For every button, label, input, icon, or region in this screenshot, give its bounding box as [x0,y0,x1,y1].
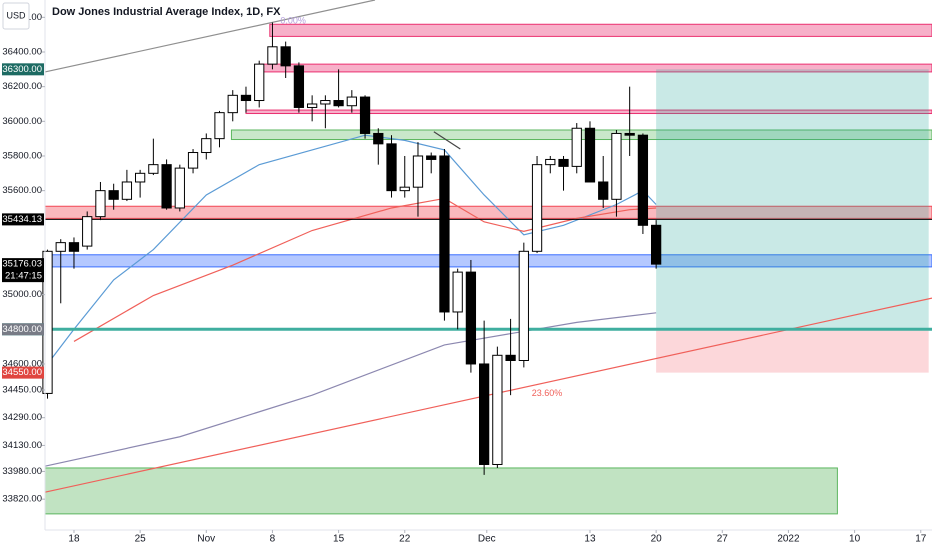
price-tag-label: 36300.00 [2,64,42,75]
candle-body [479,363,490,465]
y-tick-label: 36400.00 [2,47,42,58]
price-tag-countdown: 21:47:15 [5,271,42,282]
candle-body [307,103,318,108]
x-tick-label: 20 [651,534,663,545]
x-tick-label: 22 [399,534,411,545]
y-tick-label: 34130.00 [2,440,42,451]
candle-body [386,143,397,192]
candle-body [611,132,622,200]
price-tag-label: 34800.00 [2,324,42,335]
candle-body [558,158,569,167]
candle-body [531,164,543,252]
candle-body [55,242,66,252]
zone [44,467,838,515]
x-tick-label: 15 [333,534,345,545]
candle-body [82,216,93,247]
price-tag-label: 35434.13 [2,214,42,225]
candle-body [42,250,53,394]
candle-body [571,127,582,167]
indicator-line [44,0,376,73]
fib-label: 23.60% [532,388,563,398]
candle-body [452,271,463,313]
y-tick-label: 34290.00 [2,412,42,423]
chart-title: Dow Jones Industrial Average Index, 1D, … [52,6,281,18]
price-tag-label: 35176.03 [2,259,42,270]
candle-body [359,96,371,134]
candle-body [518,250,529,361]
candle-body [346,96,357,107]
candle-body [637,134,649,226]
candle-body [373,132,384,145]
candle-body [465,271,477,365]
candle-body [439,155,450,313]
candle-body [293,65,305,108]
y-tick-label: 35600.00 [2,185,42,196]
y-tick-label: 36000.00 [2,116,42,127]
x-tick-label: 10 [849,534,861,545]
candle-body [201,138,212,154]
candle-body [240,94,252,102]
candle-body [412,155,424,188]
x-tick-label: 13 [584,534,596,545]
x-tick-label: Dec [478,534,496,545]
candle-body [187,152,199,169]
candle-body [505,354,516,361]
currency-label: USD [6,10,26,20]
candle-body [333,100,344,107]
y-tick-label: 34600.00 [2,358,42,369]
indicator-line [47,134,657,365]
price-tag [2,63,44,76]
candle-body [545,158,556,166]
candle-body [624,132,635,136]
candle-body [584,127,596,183]
candle-body [267,46,278,65]
candle-body [68,242,80,252]
position-loss [656,329,929,373]
price-tag [2,213,44,226]
zone [269,23,932,37]
candle-body [280,46,291,67]
candle-body [121,181,133,200]
candle-body [598,181,609,200]
candle-body [108,190,119,200]
candle-body [254,63,265,102]
price-tag-label: 34550.00 [2,367,42,378]
price-tag [2,366,44,379]
price-tag [2,323,44,336]
candle-body [95,190,106,218]
x-tick-label: 8 [270,534,276,545]
position-profit [656,69,929,330]
currency-box [2,2,30,30]
candle-body [161,164,172,209]
candle-body [651,224,662,265]
candle-body [227,94,238,114]
candle-body [426,155,437,160]
candle-body [148,164,159,174]
candle-body [174,167,185,209]
x-tick-label: 25 [135,534,147,545]
fib-label: 0.00% [280,16,306,26]
indicator-line [44,312,657,467]
x-tick-label: 18 [68,534,80,545]
y-tick-label: 36200.00 [2,81,42,92]
x-tick-label: 27 [717,534,729,545]
y-tick-label: 35800.00 [2,150,42,161]
x-tick-label: 2022 [777,534,800,545]
candle-body [399,186,410,192]
candle-body [214,112,225,140]
price-tag [2,258,44,283]
y-tick-label: 34450.00 [2,384,42,395]
candle-body [134,172,146,183]
y-tick-label: 33820.00 [2,494,42,505]
y-tick-label: 33980.00 [2,466,42,477]
candle-body [320,100,331,105]
x-tick-label: 17 [915,534,927,545]
indicator-line [433,131,461,150]
candle-body [492,354,503,465]
x-tick-label: Nov [197,534,215,545]
y-tick-label: 35000.00 [2,289,42,300]
